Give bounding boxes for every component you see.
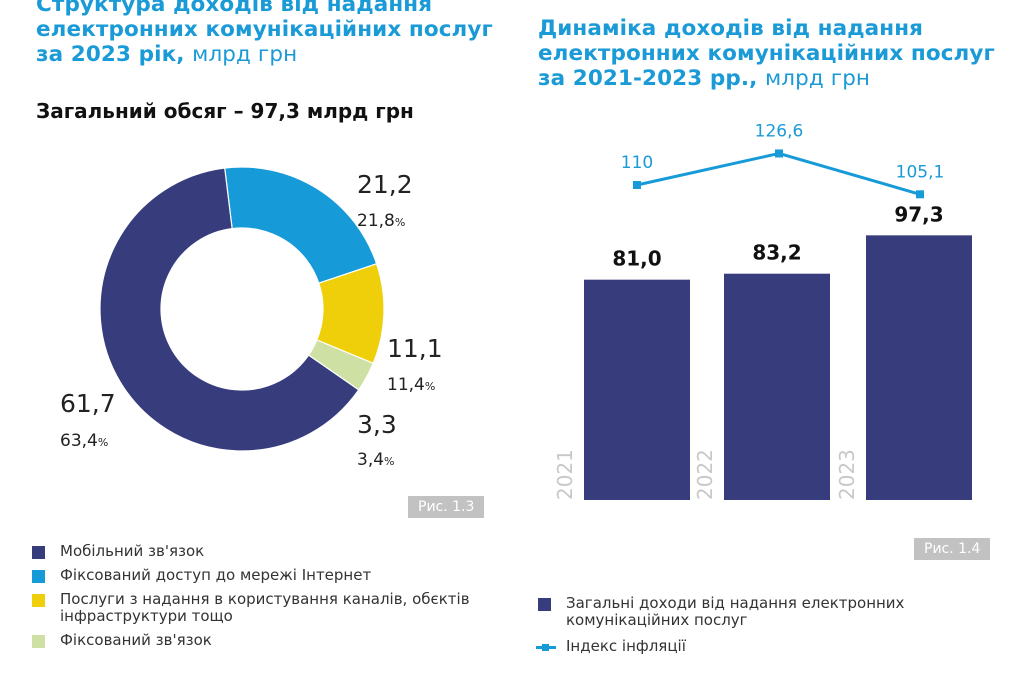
legend-item-internet: Фіксований доступ до мережі Інтернет bbox=[32, 567, 472, 584]
legend-label-internet: Фіксований доступ до мережі Інтернет bbox=[60, 566, 372, 584]
donut-percent-label: 21,8% bbox=[357, 211, 405, 231]
left-title-unit: млрд грн bbox=[192, 42, 298, 67]
donut-value-label: 21,2 bbox=[357, 170, 413, 199]
donut-percent-label: 63,4% bbox=[60, 431, 108, 451]
total-volume-label: Загальний обсяг – 97,3 млрд грн bbox=[36, 99, 414, 123]
left-title-text: Структура доходів від надання електронни… bbox=[36, 0, 493, 67]
legend-item-total-income: Загальні доходи від надання електронних … bbox=[538, 595, 998, 629]
bar bbox=[866, 235, 972, 500]
inflation-point bbox=[633, 181, 641, 189]
bar bbox=[584, 279, 690, 500]
inflation-value-label: 105,1 bbox=[896, 162, 945, 182]
donut-legend: Мобільний зв'язок Фіксований доступ до м… bbox=[32, 543, 472, 656]
bar-value-label: 81,0 bbox=[612, 247, 661, 271]
legend-swatch-inflation bbox=[536, 644, 556, 651]
bar-value-label: 97,3 bbox=[894, 202, 943, 226]
legend-label-total-income: Загальні доходи від надання електронних … bbox=[566, 594, 905, 629]
legend-item-channels: Послуги з надання в користування каналів… bbox=[32, 591, 472, 625]
legend-swatch-internet bbox=[32, 570, 45, 583]
inflation-line bbox=[636, 151, 921, 196]
bar-legend: Загальні доходи від надання електронних … bbox=[536, 595, 998, 664]
donut-value-label: 11,1 bbox=[387, 334, 443, 363]
legend-swatch-total-income bbox=[538, 598, 551, 611]
legend-item-mobile: Мобільний зв'язок bbox=[32, 543, 472, 560]
donut-slice bbox=[224, 166, 378, 284]
legend-item-inflation: Індекс інфляції bbox=[536, 637, 998, 655]
right-title-unit: млрд грн bbox=[764, 66, 871, 91]
left-chart-title: Структура доходів від надання електронни… bbox=[36, 0, 496, 67]
donut-slice bbox=[99, 167, 360, 452]
donut-value-label: 61,7 bbox=[60, 389, 116, 418]
inflation-value-label: 126,6 bbox=[755, 121, 804, 141]
year-tick-label: 2022 bbox=[693, 449, 717, 500]
legend-item-fixed: Фіксований зв'язок bbox=[32, 632, 472, 649]
legend-label-inflation: Індекс інфляції bbox=[566, 637, 686, 655]
donut-percent-label: 3,4% bbox=[357, 450, 395, 470]
legend-swatch-mobile bbox=[32, 546, 45, 559]
inflation-point bbox=[916, 190, 924, 199]
legend-label-fixed: Фіксований зв'язок bbox=[60, 631, 212, 649]
legend-label-mobile: Мобільний зв'язок bbox=[60, 542, 205, 560]
donut-value-label: 3,3 bbox=[357, 410, 397, 439]
legend-swatch-inflation-marker bbox=[542, 644, 549, 651]
right-chart-title: Динаміка доходів від надання електронних… bbox=[538, 16, 1018, 91]
inflation-value-label: 110 bbox=[621, 153, 653, 173]
right-title-text: Динаміка доходів від надання електронних… bbox=[538, 16, 995, 91]
legend-swatch-channels bbox=[32, 594, 45, 607]
legend-swatch-fixed bbox=[32, 635, 45, 648]
legend-label-channels: Послуги з надання в користування каналів… bbox=[60, 590, 470, 625]
donut-percent-label: 11,4% bbox=[387, 375, 435, 395]
figure-label-1-4: Рис. 1.4 bbox=[914, 538, 991, 560]
figure-label-1-3: Рис. 1.3 bbox=[408, 496, 485, 518]
bar-value-label: 83,2 bbox=[752, 241, 801, 265]
inflation-point bbox=[775, 149, 783, 158]
year-tick-label: 2023 bbox=[835, 449, 859, 500]
year-tick-label: 2021 bbox=[553, 449, 577, 500]
bar bbox=[724, 273, 830, 500]
